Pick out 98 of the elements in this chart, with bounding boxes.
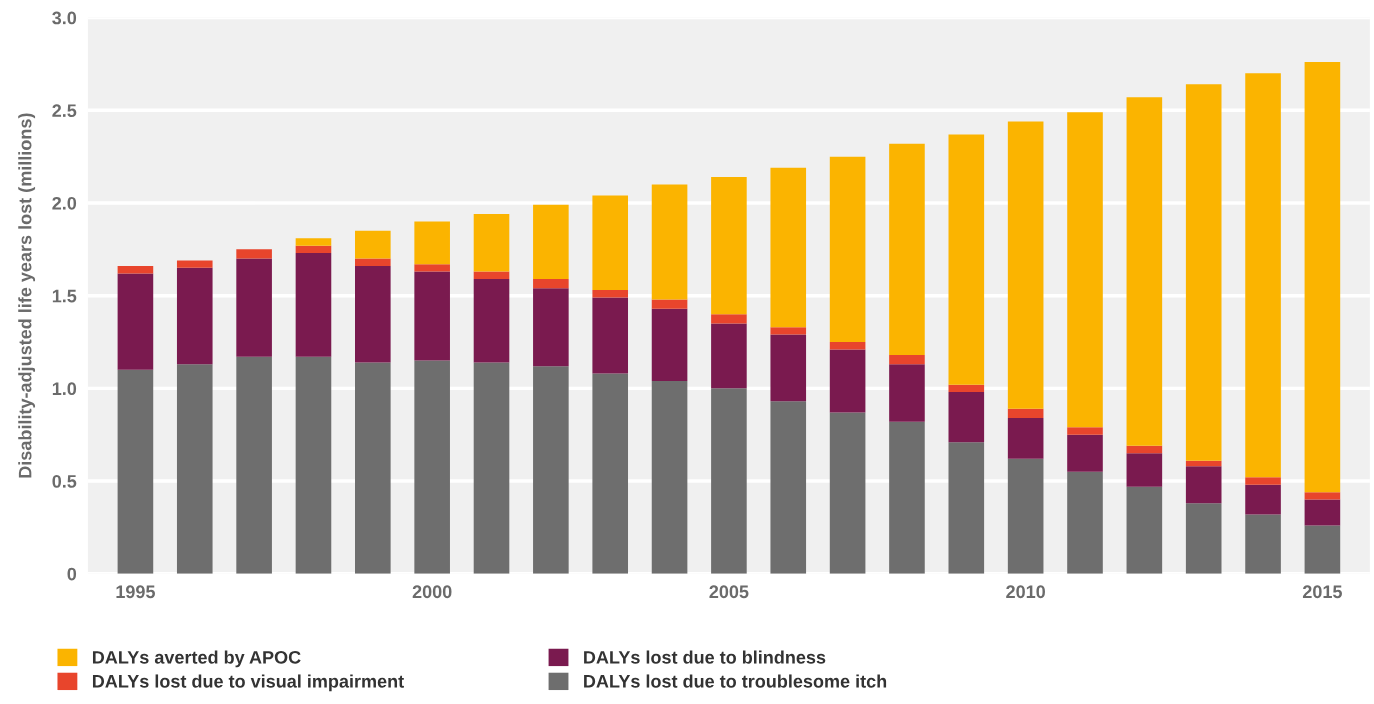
bar: [295, 253, 332, 357]
bar: [295, 356, 332, 574]
bar: [948, 392, 985, 443]
bar: [1185, 503, 1222, 574]
bar: [651, 299, 688, 309]
bar: [414, 360, 450, 574]
bar: [1007, 418, 1044, 459]
bar: [355, 362, 391, 574]
bar: [651, 308, 688, 381]
bar: [592, 195, 629, 291]
bar: [829, 156, 866, 343]
bar: [473, 214, 510, 272]
bar: [1245, 477, 1281, 485]
bar: [355, 258, 391, 267]
bar: [295, 238, 332, 246]
bar: [770, 334, 807, 402]
y-tick-label: 2.5: [52, 104, 77, 118]
bar: [1245, 484, 1281, 515]
y-tick-label: 0.5: [52, 475, 77, 488]
bar: [1304, 499, 1341, 526]
bar: [829, 349, 866, 413]
legend-label: DALYs lost due to troublesome itch: [584, 674, 887, 688]
bar: [711, 314, 747, 324]
bar: [651, 184, 688, 300]
bar: [948, 134, 985, 385]
bar: [117, 266, 154, 274]
bar: [1304, 62, 1341, 493]
bar: [1007, 458, 1044, 574]
bar: [1245, 73, 1281, 478]
bar: [117, 273, 154, 370]
bar: [651, 380, 688, 574]
bar: [711, 388, 747, 574]
bar: [1067, 471, 1103, 574]
bar: [1067, 434, 1103, 472]
x-tick-label: 2010: [1006, 585, 1045, 599]
x-tick-label: 2015: [1302, 585, 1342, 599]
x-tick-label: 2000: [412, 585, 452, 599]
bar: [414, 271, 450, 361]
bar: [1007, 408, 1044, 419]
y-tick-label: 3.0: [52, 11, 77, 25]
bar: [1126, 486, 1163, 574]
legend-label: DALYs averted by APOC: [92, 650, 301, 668]
bar: [889, 421, 925, 574]
bar: [711, 177, 747, 315]
bar: [355, 230, 391, 259]
bar: [592, 297, 629, 374]
bar: [176, 267, 213, 365]
bar: [236, 356, 272, 574]
bar: [1304, 525, 1341, 574]
bar: [176, 260, 213, 268]
bar: [1126, 445, 1163, 454]
bar: [889, 143, 925, 355]
bar: [829, 412, 866, 574]
bar: [1245, 514, 1281, 574]
y-axis-title: Disability-adjusted life years lost (millions): [18, 113, 36, 478]
bar: [711, 323, 747, 389]
bar: [533, 288, 569, 367]
bar: [1126, 453, 1163, 487]
bar: [236, 249, 272, 259]
bar: [414, 221, 450, 265]
bar: [1304, 492, 1341, 500]
bar: [236, 258, 272, 357]
bar: [829, 342, 866, 350]
bar: [117, 369, 154, 574]
bar: [1067, 427, 1103, 435]
bar: [176, 364, 213, 574]
bar: [889, 355, 925, 365]
bar: [592, 373, 629, 574]
bar: [948, 442, 985, 574]
bar: [1007, 121, 1044, 409]
legend-label: DALYs lost due to visual impairment: [92, 674, 404, 692]
y-tick-label: 1.5: [52, 289, 77, 303]
y-tick-label: 2.0: [52, 196, 77, 210]
bar: [473, 271, 510, 279]
bar: [770, 167, 807, 328]
bar: [295, 245, 332, 254]
bar: [533, 366, 569, 574]
bar: [473, 279, 510, 363]
bar: [533, 204, 569, 279]
legend-label: DALYs lost due to blindness: [584, 650, 826, 664]
bar: [889, 364, 925, 422]
bar: [948, 384, 985, 393]
bar: [355, 266, 391, 363]
bar: [770, 401, 807, 574]
bar: [1185, 460, 1222, 467]
x-tick-label: 1995: [116, 585, 155, 599]
bar: [592, 290, 629, 298]
bar: [1185, 84, 1222, 461]
x-tick-label: 2005: [709, 585, 749, 599]
bar: [533, 279, 569, 289]
y-tick-label: 1.0: [52, 382, 77, 396]
bar: [770, 327, 807, 335]
bar: [414, 264, 450, 272]
bar: [473, 362, 510, 574]
bar: [1185, 466, 1222, 504]
bar: [1126, 97, 1163, 446]
bar: [1067, 112, 1103, 428]
y-tick-label: 0: [67, 567, 77, 581]
